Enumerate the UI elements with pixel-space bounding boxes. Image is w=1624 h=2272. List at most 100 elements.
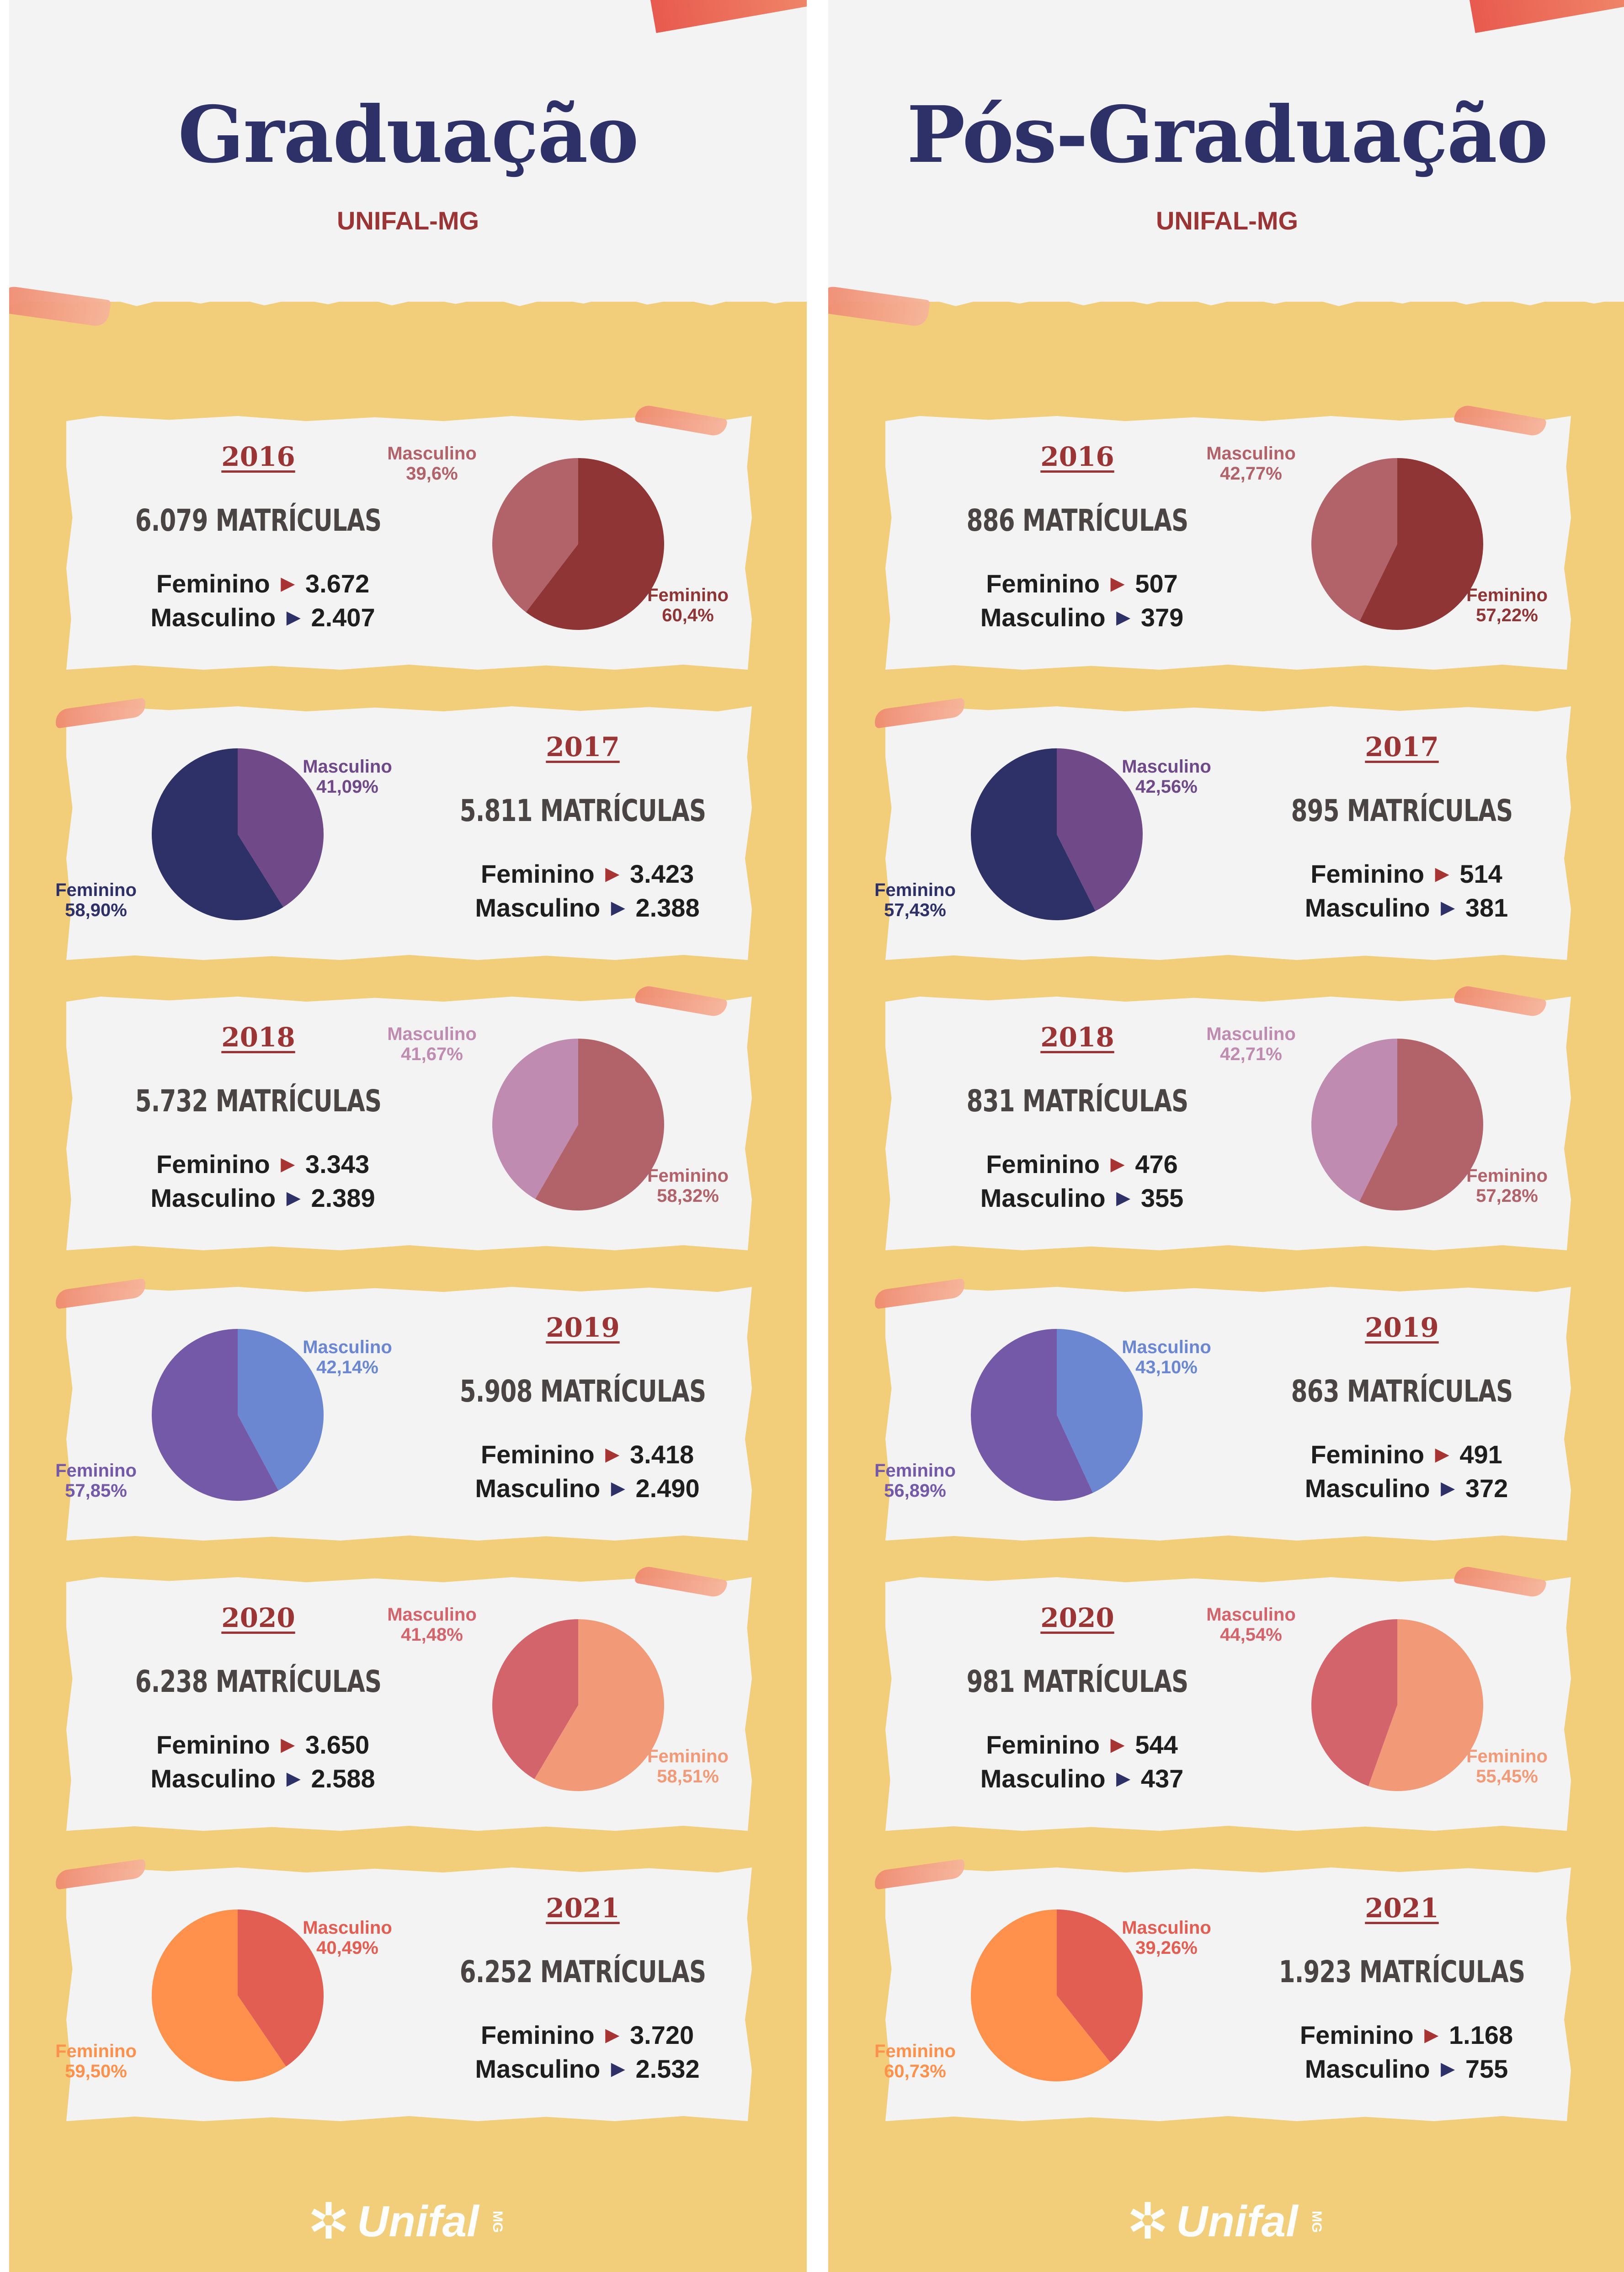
pie-slice-masculino xyxy=(492,1039,578,1199)
triangle-right-icon: ▶ xyxy=(281,1735,294,1755)
masculino-label: Masculino xyxy=(1206,1605,1296,1625)
triangle-right-icon: ▶ xyxy=(605,1445,619,1464)
feminino-count: 1.168 xyxy=(1448,2021,1513,2049)
masculino-label: Masculino xyxy=(387,1605,477,1625)
masculino-count-row: Masculino ▶ 2.407 xyxy=(103,601,423,635)
pie-chart xyxy=(492,1619,664,1791)
feminino-count-row: Feminino ▶ 491 xyxy=(1246,1438,1566,1472)
masculino-count: 2.532 xyxy=(635,2054,700,2083)
pie-chart xyxy=(492,458,664,630)
feminino-label: Feminino xyxy=(1466,1746,1548,1766)
pie-label-feminino: Feminino 57,43% xyxy=(842,880,988,920)
feminino-count-row: Feminino ▶ 3.650 xyxy=(103,1728,423,1762)
year-heading: 2016 xyxy=(1040,441,1114,472)
feminino-percent: 59,50% xyxy=(65,2061,127,2081)
pie-slice-masculino xyxy=(1057,1329,1143,1493)
pie-chart xyxy=(151,1329,324,1501)
pie-chart xyxy=(970,748,1143,920)
pie-slice-masculino xyxy=(1057,748,1143,911)
triangle-right-icon: ▶ xyxy=(1424,2026,1438,2045)
masculino-count: 2.490 xyxy=(635,1474,700,1503)
feminino-percent: 58,90% xyxy=(65,900,127,920)
pie-chart xyxy=(971,1909,1143,2081)
pos-graduacao-column: Pós-Graduação UNIFAL-MG ✲ Unifal MG 2016… xyxy=(828,0,1624,2272)
pie-slice-feminino xyxy=(971,1329,1093,1501)
feminino-percent: 60,4% xyxy=(662,605,714,625)
feminino-count: 3.720 xyxy=(629,2021,694,2049)
masculino-label: Masculino xyxy=(387,443,477,464)
feminino-label: Feminino xyxy=(874,1461,956,1481)
enrollment-total: 1.923 MATRÍCULAS xyxy=(1278,1954,1525,1989)
pie-slice-feminino xyxy=(151,1329,279,1501)
feminino-label: Feminino xyxy=(156,1730,270,1759)
pie-slice-masculino xyxy=(1311,1619,1397,1787)
feminino-label: Feminino xyxy=(55,1461,137,1481)
year-heading: 2020 xyxy=(221,1602,295,1633)
header-torn-edge xyxy=(828,283,1624,306)
pie-label-feminino: Feminino 59,50% xyxy=(23,2041,169,2081)
enrollment-counts: Feminino ▶ 3.720 Masculino ▶ 2.532 xyxy=(427,2018,747,2086)
pie-label-feminino: Feminino 58,90% xyxy=(23,880,169,920)
feminino-label: Feminino xyxy=(480,1440,595,1469)
feminino-percent: 58,32% xyxy=(657,1186,719,1206)
pie-slice-masculino xyxy=(1311,458,1397,621)
feminino-label: Feminino xyxy=(647,1166,729,1186)
enrollment-total: 981 MATRÍCULAS xyxy=(966,1664,1189,1699)
pie-slice-feminino xyxy=(151,748,283,920)
page-title: Graduação xyxy=(178,89,639,181)
unifal-mark-icon: ✲ xyxy=(1126,2193,1169,2250)
feminino-count-row: Feminino ▶ 3.720 xyxy=(427,2018,747,2052)
masculino-count-row: Masculino ▶ 355 xyxy=(922,1181,1242,1215)
pie-slice-masculino xyxy=(492,458,578,613)
feminino-label: Feminino xyxy=(986,1150,1100,1179)
year-heading: 2016 xyxy=(221,441,295,472)
masculino-count: 437 xyxy=(1140,1764,1184,1793)
enrollment-counts: Feminino ▶ 3.650 Masculino ▶ 2.588 xyxy=(103,1728,423,1796)
feminino-label: Feminino xyxy=(156,569,270,598)
graduacao-column: Graduação UNIFAL-MG ✲ Unifal MG 2016 6.07… xyxy=(9,0,807,2272)
year-heading: 2019 xyxy=(546,1312,620,1343)
pie-slice-feminino xyxy=(151,1909,286,2081)
masculino-count: 372 xyxy=(1465,1474,1508,1503)
enrollment-total: 5.811 MATRÍCULAS xyxy=(459,793,706,828)
masculino-label: Masculino xyxy=(1122,1918,1211,1938)
pos-graduacao-header: Pós-Graduação UNIFAL-MG xyxy=(828,0,1624,306)
feminino-count: 507 xyxy=(1135,569,1178,598)
enrollment-total: 6.238 MATRÍCULAS xyxy=(135,1664,382,1699)
masculino-count: 381 xyxy=(1465,893,1508,922)
feminino-label: Feminino xyxy=(647,585,729,605)
corner-tape-decoration xyxy=(649,0,807,33)
masculino-label: Masculino xyxy=(980,1184,1106,1212)
logo-text: Unifal xyxy=(1176,2197,1298,2246)
pie-chart xyxy=(1311,458,1483,630)
masculino-count-row: Masculino ▶ 372 xyxy=(1246,1472,1566,1505)
triangle-right-icon: ▶ xyxy=(611,1479,625,1498)
pie-label-masculino: Masculino 42,71% xyxy=(1178,1024,1324,1064)
logo-mg: MG xyxy=(490,2210,505,2233)
feminino-count-row: Feminino ▶ 3.418 xyxy=(427,1438,747,1472)
year-heading: 2018 xyxy=(1040,1022,1114,1053)
pie-label-masculino: Masculino 41,09% xyxy=(274,757,421,797)
pie-label-feminino: Feminino 56,89% xyxy=(842,1461,988,1501)
header-torn-edge xyxy=(9,283,807,306)
pie-chart xyxy=(151,748,324,920)
masculino-label: Masculino xyxy=(150,603,276,632)
feminino-percent: 57,43% xyxy=(884,900,946,920)
feminino-percent: 60,73% xyxy=(884,2061,946,2081)
pie-label-masculino: Masculino 40,49% xyxy=(274,1918,421,1958)
feminino-count: 3.343 xyxy=(305,1150,370,1179)
feminino-count-row: Feminino ▶ 3.672 xyxy=(103,567,423,601)
unifal-logo: ✲ Unifal MG xyxy=(828,2193,1624,2250)
feminino-percent: 57,22% xyxy=(1476,605,1538,625)
enrollment-total: 6.079 MATRÍCULAS xyxy=(135,503,382,538)
feminino-count-row: Feminino ▶ 3.423 xyxy=(427,857,747,891)
enrollment-counts: Feminino ▶ 507 Masculino ▶ 379 xyxy=(922,567,1242,635)
pie-slice-masculino xyxy=(1311,1039,1397,1202)
pie-chart xyxy=(1311,1619,1483,1791)
masculino-percent: 42,77% xyxy=(1220,464,1282,484)
page-subtitle: UNIFAL-MG xyxy=(336,206,479,235)
feminino-label: Feminino xyxy=(55,2041,137,2061)
masculino-label: Masculino xyxy=(1206,443,1296,464)
masculino-label: Masculino xyxy=(1122,757,1211,777)
masculino-count-row: Masculino ▶ 437 xyxy=(922,1762,1242,1796)
